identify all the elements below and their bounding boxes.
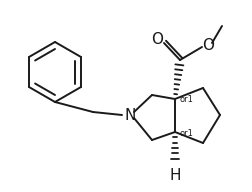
Text: O: O (202, 37, 214, 52)
Text: or1: or1 (179, 95, 193, 104)
Text: O: O (151, 32, 163, 47)
Text: or1: or1 (179, 128, 193, 137)
Text: N: N (124, 108, 136, 122)
Text: H: H (169, 168, 181, 183)
